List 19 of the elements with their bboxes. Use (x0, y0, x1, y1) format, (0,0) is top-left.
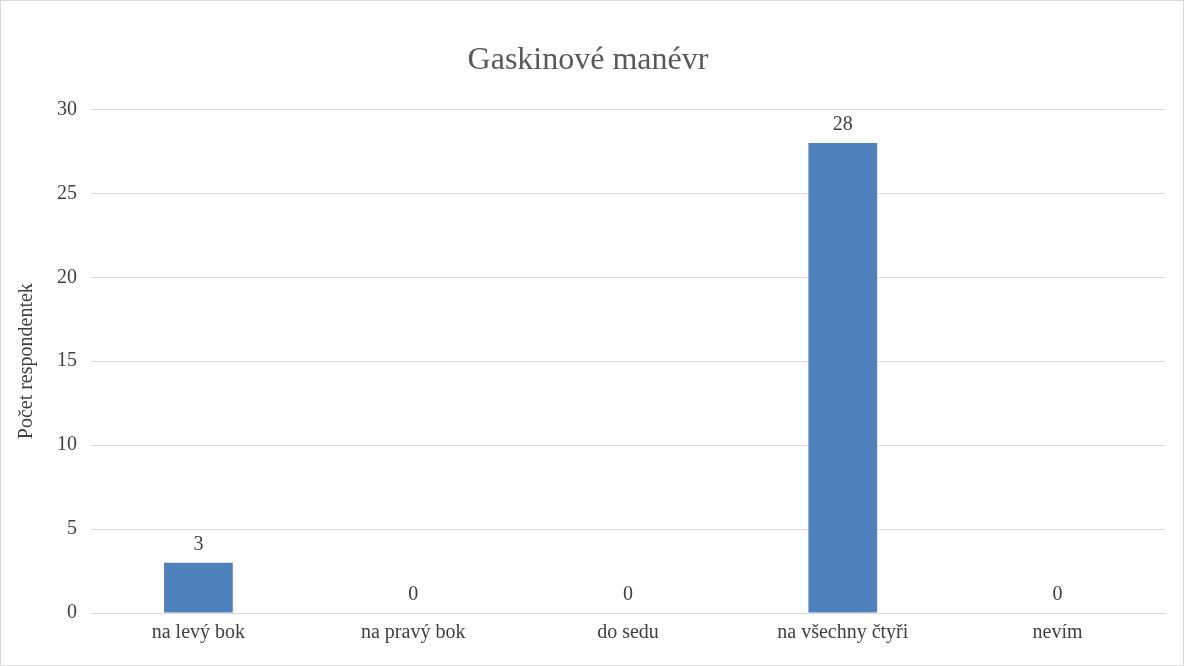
x-tick-label: na všechny čtyři (777, 620, 909, 644)
data-label: 0 (623, 582, 633, 605)
y-tick-label: 15 (57, 348, 77, 371)
data-label: 0 (1052, 582, 1063, 605)
x-tick-label: do sedu (597, 620, 659, 643)
chart-title: Gaskinové manévr (467, 39, 709, 76)
data-label: 28 (832, 112, 853, 135)
y-axis-title: Počet respondentek (14, 283, 38, 440)
y-tick-label: 30 (57, 96, 77, 119)
x-tick-label: na pravý bok (360, 620, 466, 644)
y-tick-label: 0 (67, 600, 77, 623)
y-tick-label: 20 (57, 264, 77, 287)
x-tick-label: nevím (1032, 620, 1084, 643)
data-label: 3 (193, 531, 204, 554)
y-tick-label: 10 (57, 432, 77, 455)
data-label: 0 (408, 582, 419, 605)
y-tick-label: 5 (67, 516, 77, 539)
y-tick-label: 25 (57, 180, 77, 203)
x-tick-label: na levý bok (151, 620, 246, 644)
